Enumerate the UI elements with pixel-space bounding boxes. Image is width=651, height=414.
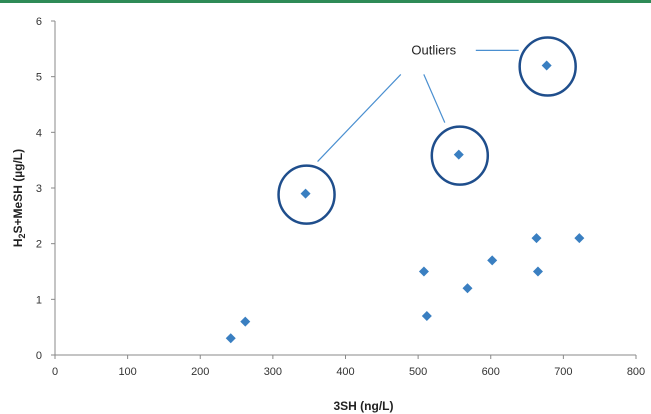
x-axis-title: 3SH (ng/L)	[334, 399, 394, 413]
y-tick-label: 1	[36, 294, 42, 306]
x-tick-label: 600	[482, 366, 500, 378]
outlier-circle	[430, 125, 490, 186]
x-tick-label: 0	[52, 366, 58, 378]
data-point	[421, 311, 432, 322]
y-tick-label: 4	[36, 127, 42, 139]
x-tick-label: 500	[409, 366, 427, 378]
outlier-circle	[277, 164, 336, 225]
y-tick-label: 3	[36, 183, 42, 195]
top-rule	[0, 0, 651, 3]
y-tick-label: 0	[36, 350, 42, 362]
y-axis-title-subscript: 2	[17, 233, 27, 238]
x-tick-label: 200	[191, 366, 209, 378]
y-tick-label: 6	[36, 16, 42, 28]
data-point	[532, 266, 543, 277]
data-point	[300, 188, 311, 199]
axes	[54, 21, 636, 356]
y-axis-title-rest: S+MeSH (µg/L)	[11, 149, 25, 234]
data-point	[531, 233, 542, 244]
data-point	[240, 316, 251, 327]
outlier-circle	[518, 36, 577, 97]
y-axis-title-main: H	[11, 238, 25, 247]
data-point	[225, 333, 236, 344]
y-tick-label: 5	[36, 72, 42, 84]
data-point	[541, 60, 552, 71]
x-tick-label: 800	[627, 366, 645, 378]
data-points	[225, 60, 585, 344]
leader-line	[317, 73, 402, 162]
y-axis-ticks: 0 1 2 3 4 5 6	[36, 16, 55, 362]
data-point	[487, 255, 498, 266]
x-tick-label: 300	[264, 366, 282, 378]
outliers-annotation: Outliers	[411, 42, 456, 57]
data-point	[418, 266, 429, 277]
data-point	[574, 233, 585, 244]
x-tick-label: 100	[118, 366, 136, 378]
x-tick-label: 700	[554, 366, 572, 378]
x-tick-label: 400	[336, 366, 354, 378]
leader-line	[423, 74, 446, 123]
outlier-circles	[277, 36, 577, 225]
y-axis-title: H2S+MeSH (µg/L)	[11, 149, 27, 247]
y-tick-label: 2	[36, 239, 42, 251]
data-point	[453, 149, 464, 160]
outlier-leader-lines	[317, 49, 519, 162]
data-point	[462, 283, 473, 294]
x-axis-ticks: 0 100 200 300 400 500 600 700 800	[52, 355, 645, 378]
